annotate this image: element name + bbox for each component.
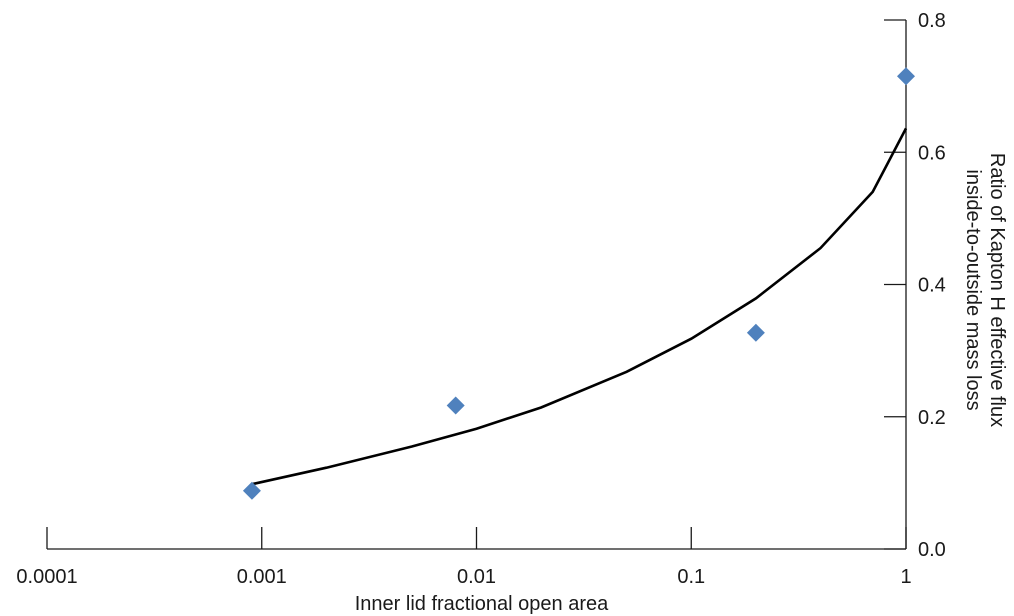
data-point-diamond bbox=[746, 323, 765, 342]
x-tick-label: 0.001 bbox=[237, 566, 287, 588]
data-point-diamond bbox=[446, 396, 465, 415]
axes bbox=[46, 19, 907, 550]
data-point-diamond bbox=[242, 481, 261, 500]
y-tick-label: 0.4 bbox=[918, 275, 946, 297]
x-tick-label: 1 bbox=[900, 566, 911, 588]
x-tick-label: 0.0001 bbox=[16, 566, 77, 588]
y-tick-label: 0.0 bbox=[918, 539, 946, 561]
x-tick-label: 0.1 bbox=[677, 566, 705, 588]
y-axis-title: Ratio of Kapton H effective flux inside-… bbox=[962, 153, 1008, 427]
data-points bbox=[242, 67, 915, 500]
fit-curve-layer bbox=[251, 127, 908, 486]
data-point-diamond bbox=[897, 67, 915, 86]
fit-curve bbox=[251, 127, 908, 486]
y-tick-label: 0.2 bbox=[918, 407, 946, 429]
y-axis-title-line-2: inside-to-outside mass loss bbox=[962, 169, 984, 410]
y-axis-title-line-1: Ratio of Kapton H effective flux bbox=[986, 153, 1008, 427]
y-tick-label: 0.6 bbox=[918, 142, 946, 164]
tick-labels: 0.0001 0.001 0.01 0.1 1 0.0 0.2 0.4 0.6 0.8 bbox=[16, 10, 945, 588]
y-tick-label: 0.8 bbox=[918, 10, 946, 32]
x-tick-label: 0.01 bbox=[457, 566, 496, 588]
x-axis-title: Inner lid fractional open area bbox=[355, 593, 609, 615]
